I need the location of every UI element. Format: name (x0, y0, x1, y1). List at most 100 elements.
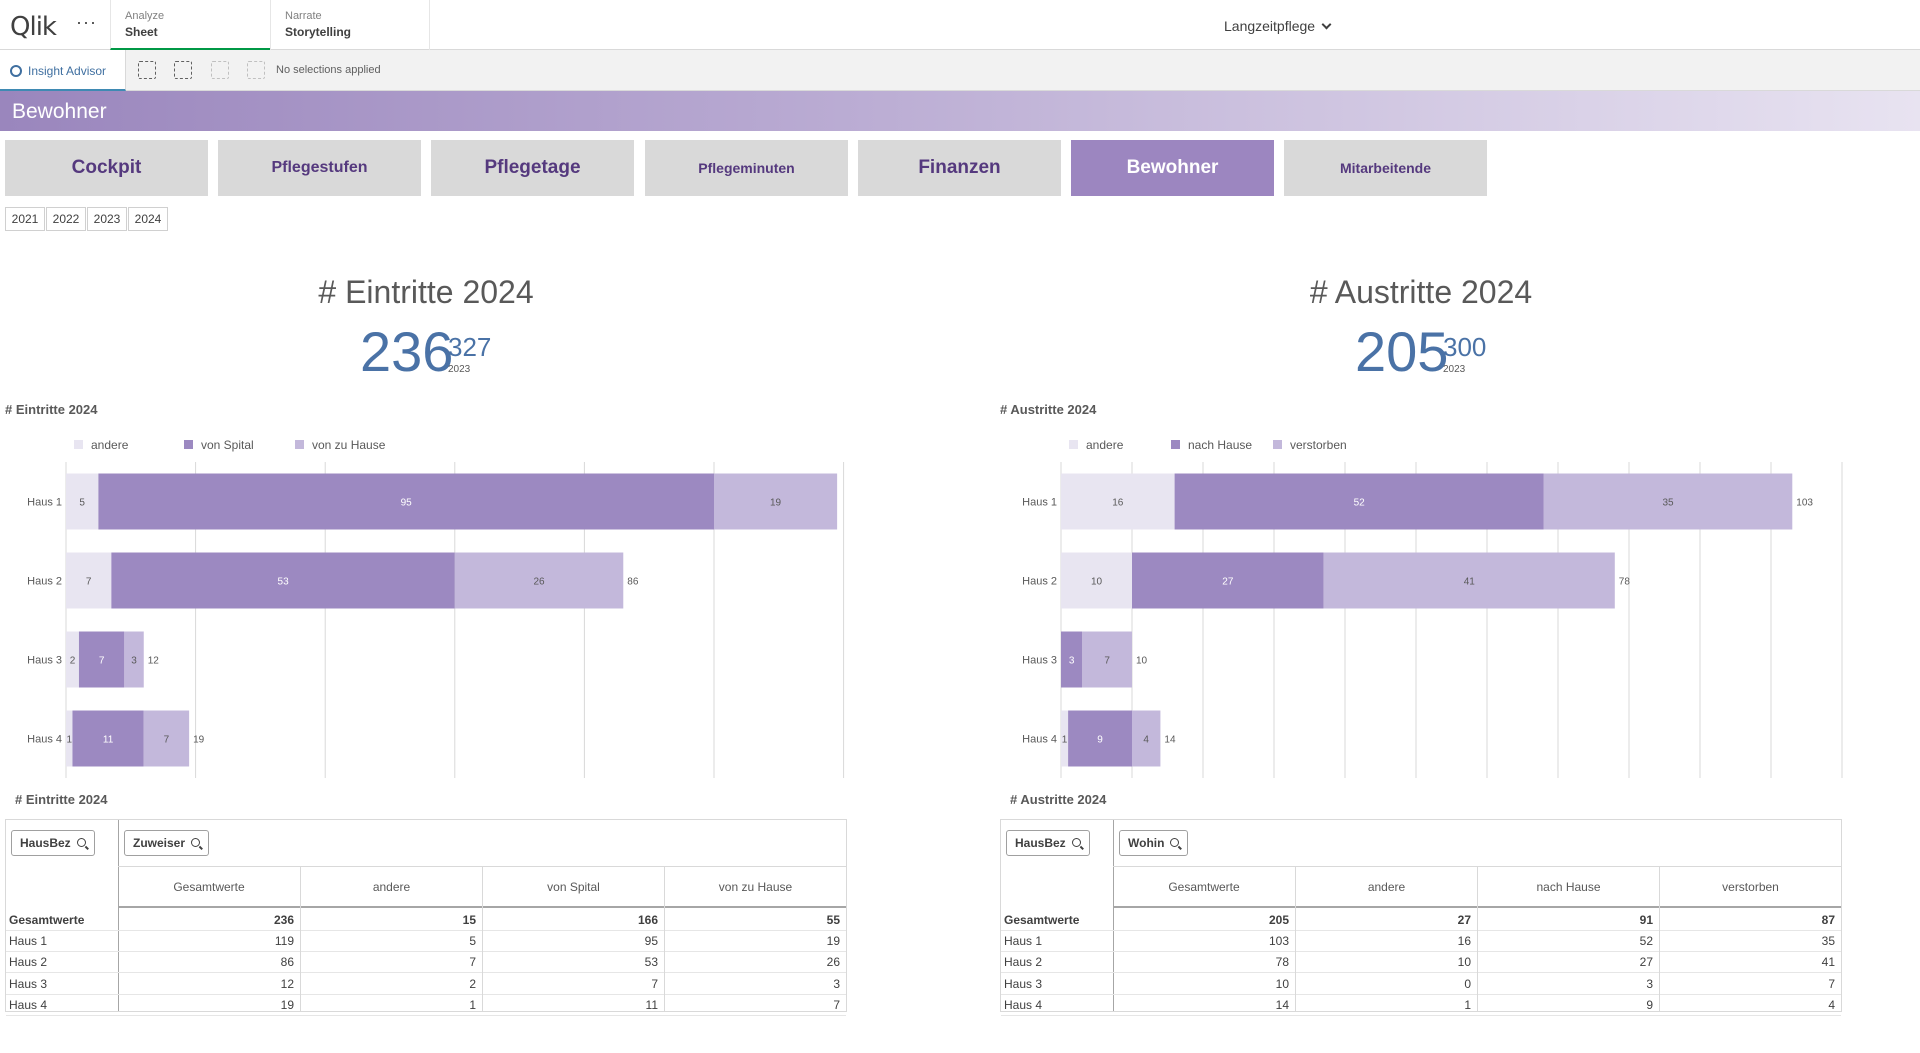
bar-segment[interactable] (1061, 710, 1069, 767)
bar-segment[interactable] (1323, 552, 1615, 609)
nav-button-mitarbeitende[interactable]: Mitarbeitende (1284, 140, 1487, 196)
cell-value: 95 (644, 934, 658, 949)
year-filter-2023[interactable]: 2023 (87, 207, 127, 231)
bar-segment[interactable] (1174, 473, 1544, 530)
table-row[interactable]: Haus 4 14 1 9 4 (1001, 995, 1841, 1016)
column-header[interactable]: nach Hause (1477, 867, 1659, 907)
column-header[interactable]: verstorben (1659, 867, 1841, 907)
bar-segment[interactable] (66, 710, 73, 767)
bar-segment[interactable] (454, 552, 624, 609)
bar-total-label: 103 (1796, 498, 1813, 509)
bar-value-label: 11 (103, 735, 114, 746)
bar-value-label: 2 (70, 656, 76, 667)
bar-segment[interactable] (1132, 552, 1324, 609)
cell-value: 87 (1821, 913, 1835, 927)
tab-main-label: Storytelling (285, 25, 352, 39)
cell-value: 91 (1639, 913, 1653, 927)
dimension-label: HausBez (20, 836, 71, 850)
chart-eintritte-bars[interactable]: Haus 1 5 95 19 Haus 2 7 53 26 86 Haus 3 2 7 3 12 Haus … (0, 458, 860, 778)
nav-button-bewohner[interactable]: Bewohner (1071, 140, 1274, 196)
app-name-label: Langzeitpflege (1224, 18, 1316, 34)
year-filter-2021[interactable]: 2021 (5, 207, 45, 231)
bar-segment[interactable] (1132, 710, 1161, 767)
legend-item-andere[interactable]: andere (74, 438, 128, 452)
qlik-logo[interactable]: Qlik (10, 12, 57, 42)
nav-button-pflegetage[interactable]: Pflegetage (431, 140, 634, 196)
bar-segment[interactable] (66, 473, 99, 530)
year-filter-2024[interactable]: 2024 (128, 207, 168, 231)
column-header[interactable]: Gesamtwerte (1168, 880, 1240, 894)
column-header[interactable]: Gesamtwerte (173, 880, 245, 894)
dimension-search-wohin[interactable]: Wohin (1119, 830, 1189, 856)
nav-button-pflegeminuten[interactable]: Pflegeminuten (645, 140, 848, 196)
cell-value: 205 (1268, 913, 1289, 927)
column-divider (1477, 866, 1478, 1011)
column-header[interactable]: von zu Hause (664, 867, 846, 907)
smart-search-icon[interactable] (138, 61, 156, 79)
app-name-dropdown[interactable]: Langzeitpflege (1224, 18, 1332, 34)
selections-tool-icon[interactable] (174, 61, 192, 79)
legend-item-nach-hause[interactable]: nach Hause (1171, 438, 1252, 452)
table-total-row[interactable]: Gesamtwerte 236 15 166 55 (6, 910, 846, 931)
table-row[interactable]: Haus 1 119 5 95 19 (6, 931, 846, 953)
bar-segment[interactable] (1061, 631, 1083, 688)
column-header[interactable]: von Spital (482, 867, 664, 907)
bar-segment[interactable] (1082, 631, 1132, 688)
legend-label: andere (1086, 438, 1124, 452)
row-label: Gesamtwerte (9, 913, 85, 927)
bar-segment[interactable] (78, 631, 125, 688)
cell-value: 52 (1639, 934, 1653, 949)
column-header[interactable]: andere (1295, 867, 1477, 907)
category-label: Haus 2 (27, 576, 62, 588)
bar-segment[interactable] (111, 552, 455, 609)
dimension-search-zuweiser[interactable]: Zuweiser (124, 830, 210, 856)
table-row[interactable]: Haus 2 86 7 53 26 (6, 952, 846, 974)
bar-segment[interactable] (1061, 473, 1175, 530)
row-label: Haus 3 (1004, 976, 1043, 991)
legend-item-von-zu-hause[interactable]: von zu Hause (295, 438, 385, 452)
dimension-search-hausbez[interactable]: HausBez (1006, 830, 1090, 856)
year-filter-2022[interactable]: 2022 (46, 207, 86, 231)
legend-swatch (74, 440, 83, 449)
nav-button-pflegestufen[interactable]: Pflegestufen (218, 140, 421, 196)
legend-item-von-spital[interactable]: von Spital (184, 438, 254, 452)
dimension-search-hausbez[interactable]: HausBez (11, 830, 95, 856)
bar-segment[interactable] (66, 552, 112, 609)
bar-segment[interactable] (1061, 552, 1132, 609)
tab-analyze-sheet[interactable]: Analyze Sheet (110, 0, 270, 50)
column-header[interactable]: andere (300, 867, 482, 907)
tab-narrate-storytelling[interactable]: Narrate Storytelling (270, 0, 430, 50)
top-bar: Qlik ··· Analyze Sheet Narrate Storytell… (0, 0, 1920, 50)
bar-segment[interactable] (72, 710, 144, 767)
legend-label: andere (91, 438, 129, 452)
bar-segment[interactable] (714, 473, 838, 530)
table-row[interactable]: Haus 4 19 1 11 7 (6, 995, 846, 1016)
more-menu-icon[interactable]: ··· (76, 12, 97, 32)
insight-advisor-button[interactable]: Insight Advisor (0, 50, 126, 91)
step-back-icon[interactable] (211, 61, 229, 79)
kpi-austritte-compare-year: 2023 (1443, 364, 1466, 375)
cell-value: 26 (826, 955, 840, 970)
table-row[interactable]: Haus 3 10 0 3 7 (1001, 974, 1841, 995)
bar-segment[interactable] (98, 473, 714, 530)
legend-item-verstorben[interactable]: verstorben (1273, 438, 1347, 452)
table-row[interactable]: Haus 2 78 10 27 41 (1001, 952, 1841, 974)
cell-value: 3 (833, 976, 840, 991)
cell-value: 4 (1828, 997, 1835, 1012)
table-row[interactable]: Haus 1 103 16 52 35 (1001, 931, 1841, 953)
category-label: Haus 1 (1022, 497, 1057, 509)
column-divider (482, 866, 483, 1011)
nav-button-cockpit[interactable]: Cockpit (5, 140, 208, 196)
bar-segment[interactable] (1068, 710, 1132, 767)
clear-selections-icon[interactable] (247, 61, 265, 79)
bar-segment[interactable] (1543, 473, 1793, 530)
kpi-eintritte-compare: 327 (448, 332, 492, 362)
table-total-row[interactable]: Gesamtwerte 205 27 91 87 (1001, 910, 1841, 931)
legend-item-andere[interactable]: andere (1069, 438, 1123, 452)
nav-button-finanzen[interactable]: Finanzen (858, 140, 1061, 196)
bar-segment[interactable] (66, 631, 79, 688)
bar-segment[interactable] (124, 631, 144, 688)
bar-segment[interactable] (143, 710, 190, 767)
table-row[interactable]: Haus 3 12 2 7 3 (6, 974, 846, 995)
